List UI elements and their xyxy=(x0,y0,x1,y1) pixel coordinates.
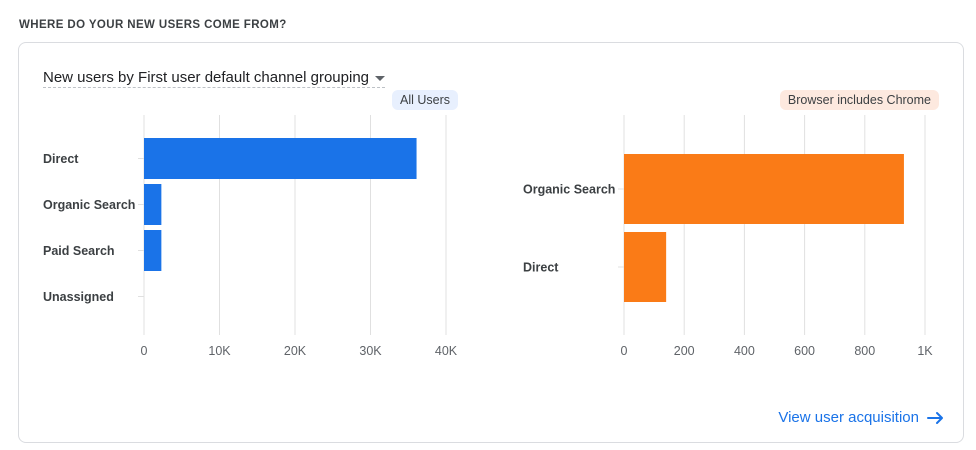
channel-bar-charts: 0 10K 20K 30K 40K Direct Organic Search Paid Se… xyxy=(43,115,933,358)
category-label: Direct xyxy=(43,152,79,166)
view-user-acquisition-link[interactable]: View user acquisition xyxy=(778,409,945,426)
category-label: Organic Search xyxy=(523,183,615,197)
category-label: Paid Search xyxy=(43,244,115,258)
x-tick-label: 200 xyxy=(674,344,695,358)
x-tick-label: 1K xyxy=(917,344,933,358)
segment-chip-chrome: Browser includes Chrome xyxy=(779,90,939,110)
x-tick-label: 30K xyxy=(359,344,382,358)
x-tick-label: 20K xyxy=(284,344,307,358)
view-user-acquisition-label: View user acquisition xyxy=(778,409,919,426)
x-tick-label: 40K xyxy=(435,344,458,358)
bar xyxy=(624,232,667,302)
x-tick-label: 0 xyxy=(621,344,628,358)
category-label: Organic Search xyxy=(43,198,135,212)
bar xyxy=(144,184,162,225)
new-users-card: New users by First user default channel … xyxy=(18,42,964,443)
caret-down-icon xyxy=(375,76,386,81)
x-tick-label: 400 xyxy=(734,344,755,358)
bar xyxy=(144,230,162,271)
x-tick-label: 800 xyxy=(854,344,875,358)
bar xyxy=(144,138,417,179)
x-tick-label: 0 xyxy=(141,344,148,358)
x-tick-label: 600 xyxy=(794,344,815,358)
category-label: Unassigned xyxy=(43,290,114,304)
x-tick-label: 10K xyxy=(208,344,231,358)
bar xyxy=(624,154,904,224)
category-label: Direct xyxy=(523,261,559,275)
section-title: WHERE DO YOUR NEW USERS COME FROM? xyxy=(19,19,287,31)
arrow-right-icon xyxy=(927,411,943,424)
dimension-picker-label: New users by First user default channel … xyxy=(43,69,370,86)
dimension-picker[interactable]: New users by First user default channel … xyxy=(43,69,386,88)
segment-chip-all-users: All Users xyxy=(392,90,459,110)
